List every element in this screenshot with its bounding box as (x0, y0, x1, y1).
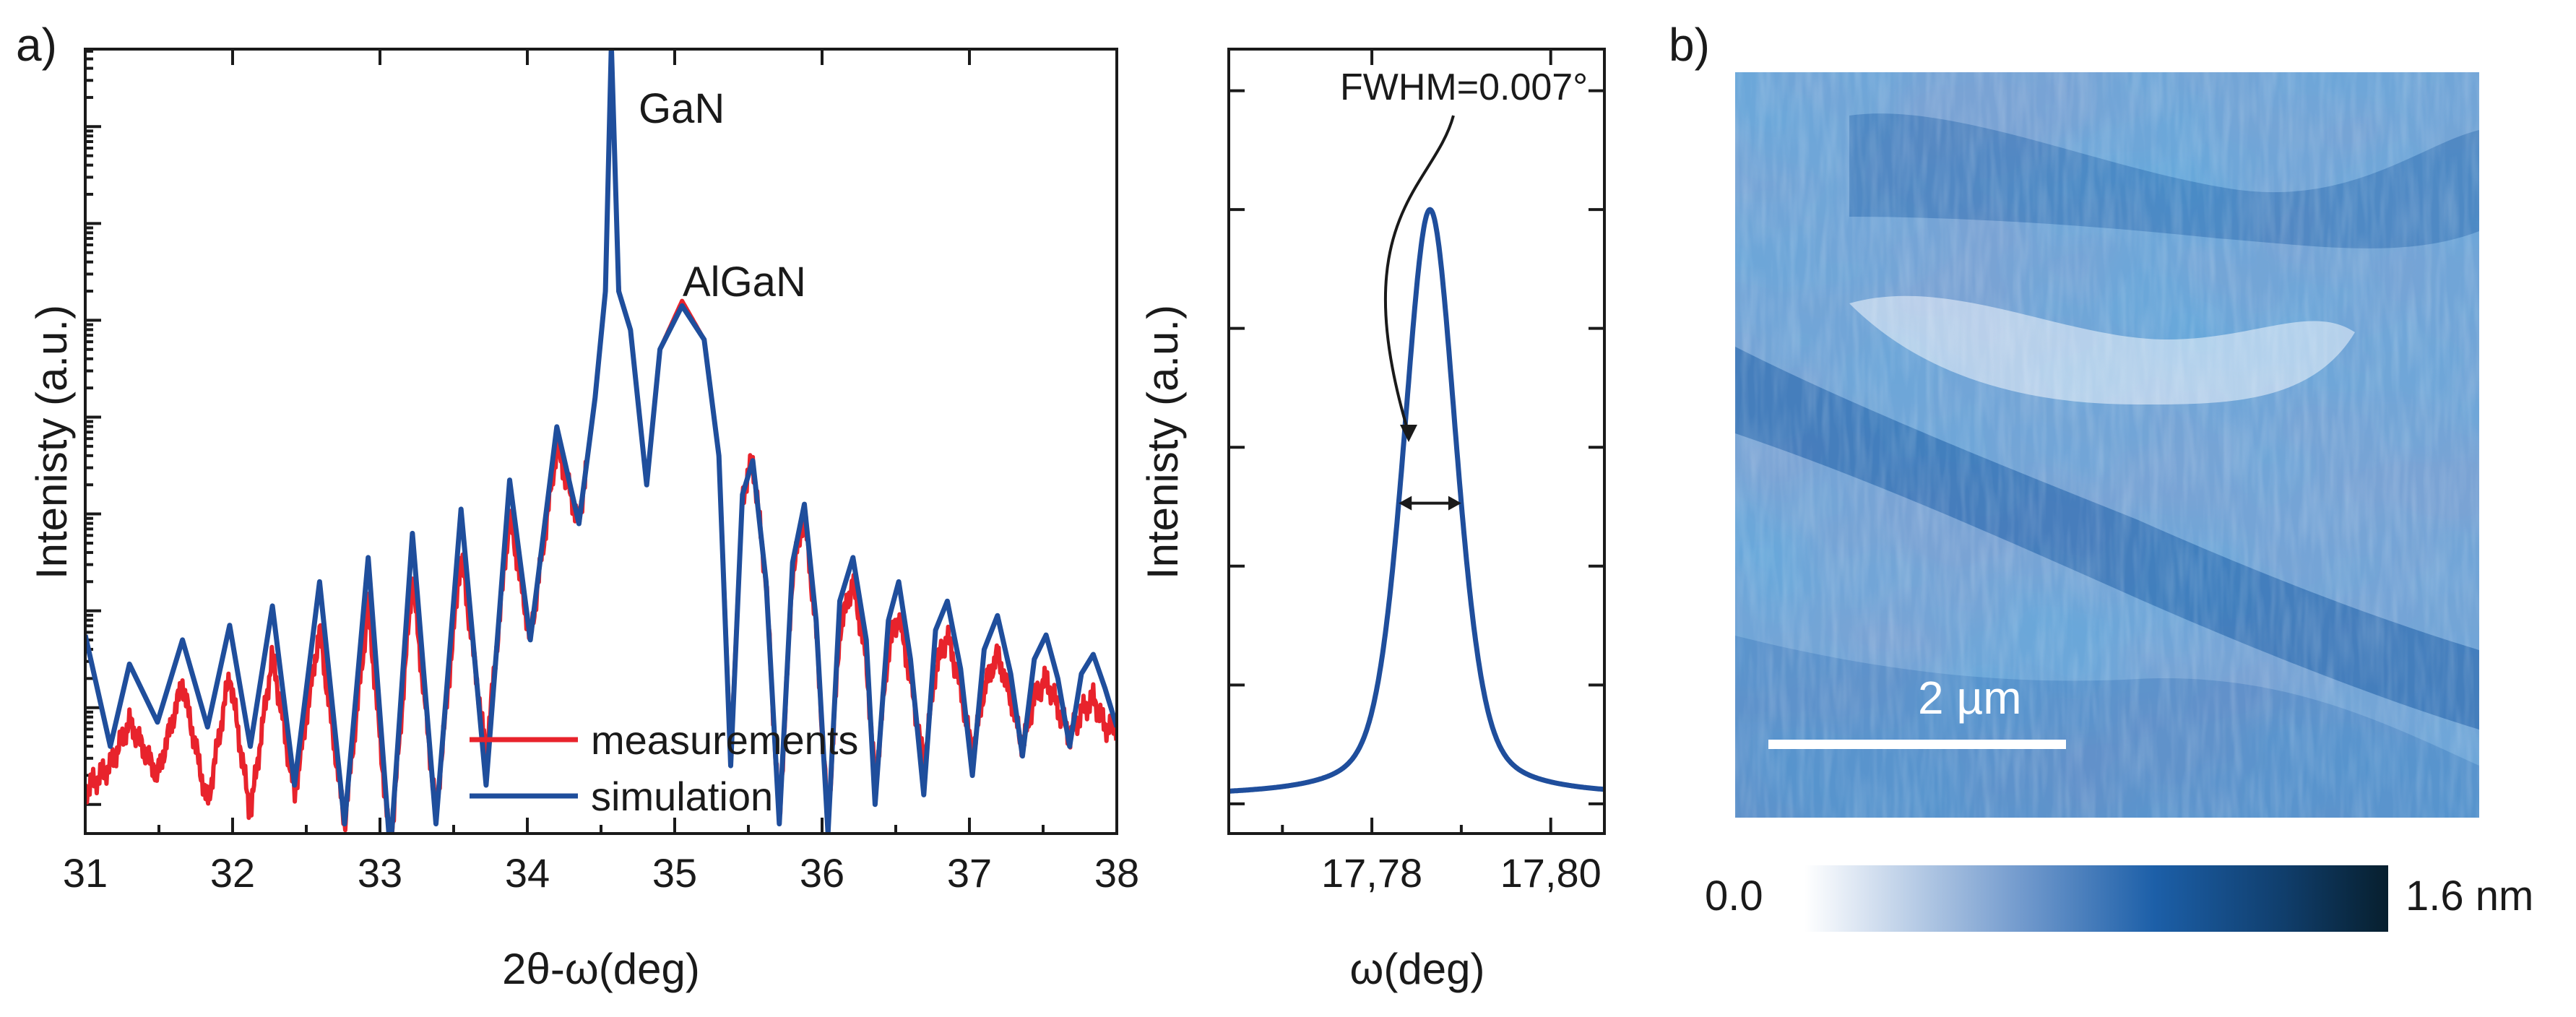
legend-measurements-label: measurements (591, 717, 858, 763)
chartA-x-tick-label: 35 (652, 850, 697, 896)
legend-simulation-label: simulation (591, 774, 773, 819)
chartA-x-tick-label: 32 (210, 850, 255, 896)
algan-peak-label: AlGaN (683, 259, 806, 306)
fwhm-pointer-arrowhead (1400, 425, 1417, 442)
legend: measurements simulation (470, 717, 858, 819)
chartA-x-tick-label: 31 (63, 850, 108, 896)
chartA-x-tick-label: 37 (947, 850, 992, 896)
scale-bar-label: 2 µm (1918, 672, 2022, 724)
chartB-tick-marks (1229, 49, 1604, 834)
chartA-frame (84, 48, 1118, 835)
rocking-curve-chart: 17,78 17,80 FWHM=0.007° ω(deg) Intenisty … (1138, 48, 1606, 993)
chartB-x-tick-label: 17,78 (1321, 850, 1422, 896)
fwhm-arrow-right-head (1448, 495, 1461, 511)
fwhm-pointer-arrow (1383, 115, 1455, 434)
chartB-x-tick-label: 17,80 (1500, 850, 1602, 896)
fwhm-annotation: FWHM=0.007° (1340, 66, 1588, 108)
chartB-frame (1227, 48, 1606, 835)
colorbar-min-label: 0.0 (1705, 873, 1763, 919)
chartB-y-axis-title: Intenisty (a.u.) (1138, 305, 1187, 579)
xrd-2theta-omega-chart: 31 32 33 34 35 36 37 38 GaN AlGaN measurements … (27, 48, 1139, 993)
chartA-x-axis-title: 2θ-ω(deg) (502, 945, 700, 993)
scale-bar (1768, 740, 2066, 749)
panel-label-a: a) (16, 19, 57, 71)
afm-topography-image (1735, 72, 2479, 818)
chartA-x-tick-label: 38 (1094, 850, 1139, 896)
rocking-curve-line (1229, 207, 1604, 794)
colorbar: 0.0 1.6 nm (1705, 865, 2533, 932)
chartA-x-tick-label: 34 (505, 850, 550, 896)
fwhm-double-arrow (1399, 495, 1461, 511)
chartA-x-tick-label: 36 (800, 850, 844, 896)
gan-peak-label: GaN (639, 85, 725, 132)
chartA-y-axis-title: Intenisty (a.u.) (27, 305, 76, 579)
simulation-line (85, 49, 1117, 834)
chartA-x-tick-label: 33 (358, 850, 402, 896)
chartB-x-tick-labels: 17,78 17,80 (1321, 850, 1602, 896)
fwhm-arrow-left-head (1399, 495, 1412, 511)
chartB-x-axis-title: ω(deg) (1350, 945, 1485, 993)
colorbar-gradient (1805, 865, 2388, 932)
chartA-x-tick-labels: 31 32 33 34 35 36 37 38 (63, 850, 1139, 896)
colorbar-max-label: 1.6 nm (2406, 873, 2533, 919)
panel-label-b: b) (1669, 19, 1710, 71)
